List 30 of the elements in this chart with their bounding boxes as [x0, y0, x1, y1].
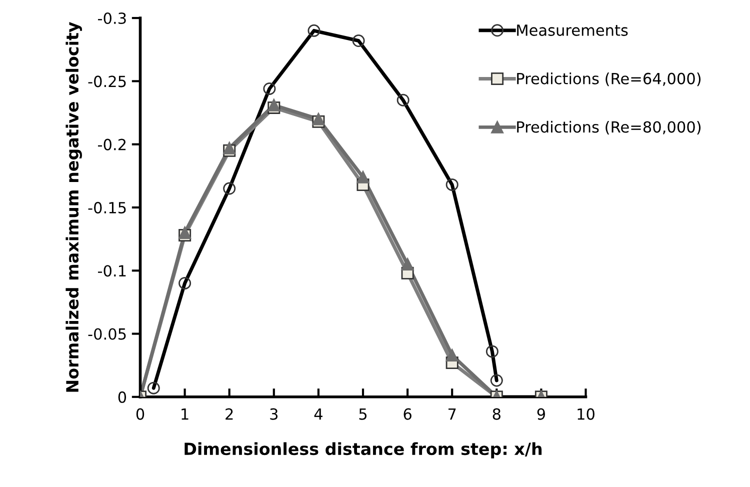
- point: [268, 98, 280, 112]
- x-tick-label: 9: [537, 408, 545, 420]
- point: [446, 348, 458, 362]
- x-tick-label: 6: [404, 408, 412, 420]
- x-tick-label: 3: [270, 408, 278, 420]
- x-tick-label: 5: [359, 408, 367, 420]
- y-tick-label: 0: [118, 391, 126, 403]
- x-tick-label: 2: [226, 408, 233, 420]
- point: [178, 226, 192, 239]
- y-tick-label: -0.2: [98, 138, 126, 150]
- point: [401, 258, 414, 271]
- x-tick-label: 0: [136, 408, 144, 420]
- y-tick-label: -0.05: [88, 328, 126, 340]
- y-tick-label: -0.1: [98, 265, 126, 277]
- x-axis-title: Dimensionless distance from step: x/h: [184, 442, 542, 458]
- legend-label: Predictions (Re=64,000): [517, 72, 701, 86]
- y-tick-label: -0.25: [88, 76, 126, 88]
- point: [312, 112, 325, 126]
- x-tick-label: 10: [578, 408, 594, 420]
- point: [356, 170, 370, 184]
- x-tick-label: 1: [182, 408, 188, 420]
- y-tick-label: -0.3: [98, 12, 126, 24]
- y-tick-label: -0.15: [88, 202, 126, 214]
- x-tick-label: 4: [314, 408, 322, 420]
- x-tick-label: 8: [492, 408, 500, 420]
- x-tick-label: 7: [448, 408, 456, 420]
- point: [223, 142, 236, 154]
- legend-label: Predictions (Re=80,000): [517, 120, 701, 135]
- legend-label: Measurements: [517, 24, 628, 36]
- y-axis-title: Normalized maximum negative velocity: [66, 22, 82, 392]
